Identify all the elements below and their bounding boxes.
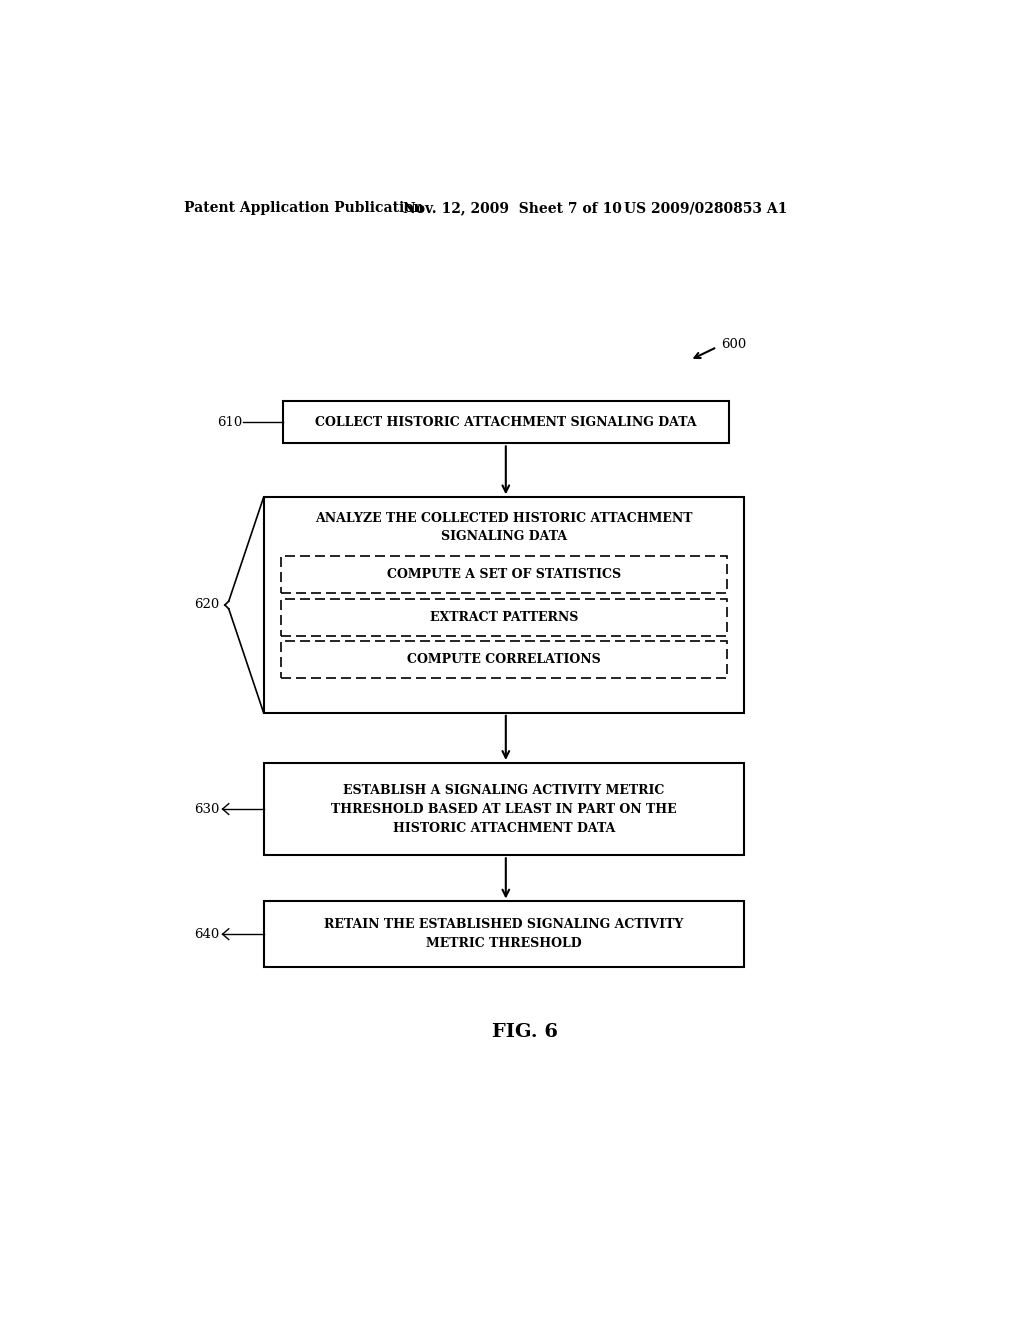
Text: ESTABLISH A SIGNALING ACTIVITY METRIC
THRESHOLD BASED AT LEAST IN PART ON THE
HI: ESTABLISH A SIGNALING ACTIVITY METRIC TH… <box>331 784 677 834</box>
Text: COMPUTE CORRELATIONS: COMPUTE CORRELATIONS <box>407 653 601 667</box>
Bar <box>283 401 729 444</box>
Bar <box>263 763 744 855</box>
Text: US 2009/0280853 A1: US 2009/0280853 A1 <box>624 202 787 215</box>
Text: EXTRACT PATTERNS: EXTRACT PATTERNS <box>430 611 579 624</box>
Text: 600: 600 <box>721 338 746 351</box>
Text: 610: 610 <box>217 416 242 429</box>
Bar <box>281 557 727 594</box>
Text: 630: 630 <box>195 803 219 816</box>
Text: COMPUTE A SET OF STATISTICS: COMPUTE A SET OF STATISTICS <box>387 569 621 582</box>
Text: COLLECT HISTORIC ATTACHMENT SIGNALING DATA: COLLECT HISTORIC ATTACHMENT SIGNALING DA… <box>315 416 696 429</box>
Bar <box>263 902 744 966</box>
Text: RETAIN THE ESTABLISHED SIGNALING ACTIVITY
METRIC THRESHOLD: RETAIN THE ESTABLISHED SIGNALING ACTIVIT… <box>325 919 684 950</box>
Text: ANALYZE THE COLLECTED HISTORIC ATTACHMENT
SIGNALING DATA: ANALYZE THE COLLECTED HISTORIC ATTACHMEN… <box>315 512 692 544</box>
Text: 640: 640 <box>195 928 219 941</box>
Text: FIG. 6: FIG. 6 <box>492 1023 558 1041</box>
Bar <box>263 498 744 713</box>
Text: 620: 620 <box>195 598 219 611</box>
Text: Nov. 12, 2009  Sheet 7 of 10: Nov. 12, 2009 Sheet 7 of 10 <box>403 202 622 215</box>
Bar <box>281 642 727 678</box>
Text: Patent Application Publication: Patent Application Publication <box>183 202 424 215</box>
Bar <box>281 599 727 636</box>
